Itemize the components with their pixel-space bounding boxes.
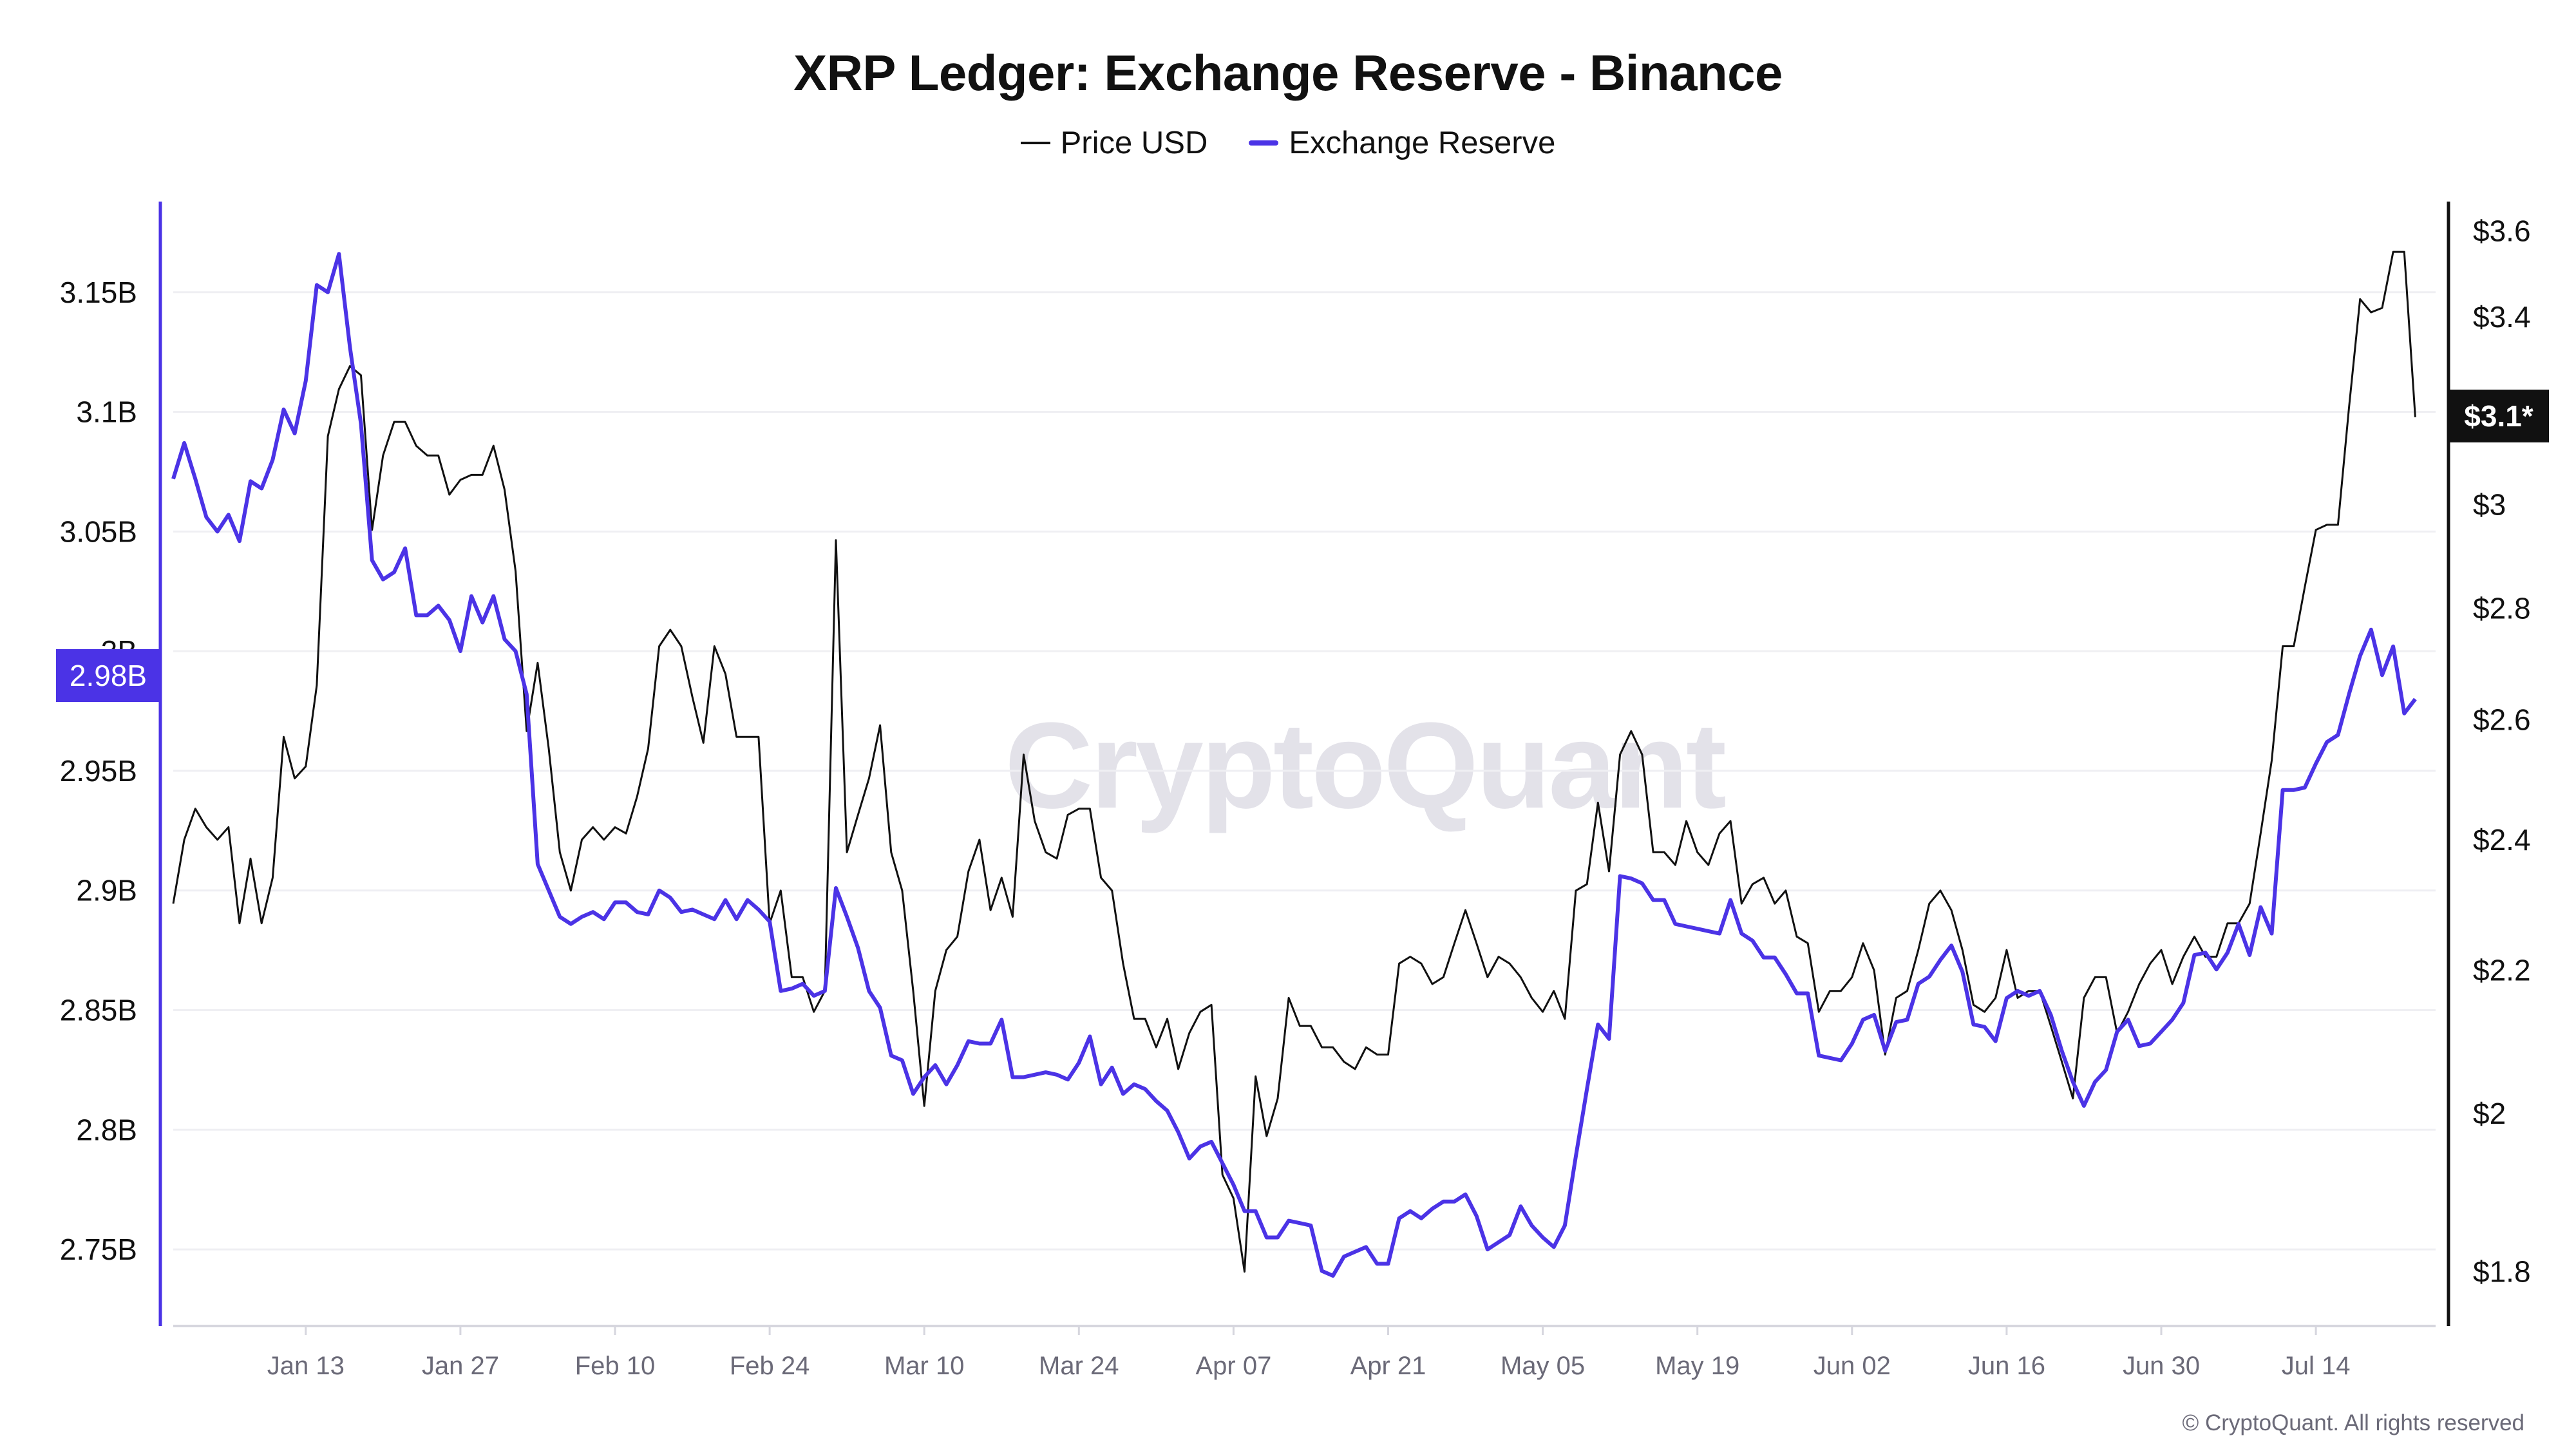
right-tick-label: $3.6 — [2473, 214, 2531, 248]
left-tick-label: 2.95B — [60, 754, 137, 788]
x-tick-label: Feb 24 — [730, 1352, 810, 1380]
right-tick-label: $3 — [2473, 488, 2506, 522]
left-tick-label: 3.1B — [76, 395, 137, 429]
left-tick-label: 2.9B — [76, 874, 137, 907]
chart-title: XRP Ledger: Exchange Reserve - Binance — [793, 44, 1783, 101]
right-tick-label: $2 — [2473, 1097, 2506, 1130]
left-tick-label: 2.85B — [60, 994, 137, 1027]
series-line-price-usd — [172, 251, 2416, 1273]
x-tick-label: Jan 27 — [422, 1352, 499, 1380]
right-tick-label: $2.8 — [2473, 591, 2531, 625]
right-tick-label: $3.4 — [2473, 300, 2531, 334]
left-tick-label: 3.15B — [60, 276, 137, 309]
right-tick-label: $2.4 — [2473, 823, 2531, 857]
reserve-swatch-icon — [1249, 140, 1279, 146]
copyright: © CryptoQuant. All rights reserved — [2182, 1410, 2524, 1435]
x-tick-label: Jun 02 — [1814, 1352, 1891, 1380]
x-tick-label: May 05 — [1501, 1352, 1585, 1380]
right-tick-label: $1.8 — [2473, 1255, 2531, 1289]
current-price-badge: $3.1* — [2448, 390, 2549, 442]
legend-label-reserve: Exchange Reserve — [1289, 126, 1556, 160]
x-tick-label: Jul 14 — [2282, 1352, 2351, 1380]
legend-label-price: Price USD — [1060, 126, 1208, 160]
current-reserve-badge: 2.98B — [56, 649, 160, 702]
right-tick-label: $2.2 — [2473, 954, 2531, 987]
left-tick-label: 3.05B — [60, 515, 137, 548]
legend-item-reserve[interactable]: Exchange Reserve — [1249, 125, 1555, 161]
x-tick-label: Apr 21 — [1350, 1352, 1426, 1380]
watermark: CryptoQuant — [1005, 697, 1727, 834]
legend-item-price[interactable]: Price USD — [1020, 125, 1208, 161]
x-tick-label: Apr 07 — [1195, 1352, 1271, 1380]
x-tick-label: Jun 30 — [2123, 1352, 2200, 1380]
x-tick-label: Jan 13 — [267, 1352, 345, 1380]
right-tick-label: $2.6 — [2473, 703, 2531, 736]
left-tick-label: 2.75B — [60, 1233, 137, 1266]
x-tick-label: Feb 10 — [575, 1352, 656, 1380]
legend: Price USD Exchange Reserve — [0, 125, 2576, 161]
x-tick-label: Mar 10 — [884, 1352, 965, 1380]
x-tick-label: Jun 16 — [1968, 1352, 2045, 1380]
price-swatch-icon — [1020, 142, 1050, 144]
left-tick-label: 2.8B — [76, 1113, 137, 1146]
x-tick-label: May 19 — [1655, 1352, 1739, 1380]
series-line-exchange-reserve — [171, 252, 2417, 1278]
x-tick-label: Mar 24 — [1039, 1352, 1119, 1380]
